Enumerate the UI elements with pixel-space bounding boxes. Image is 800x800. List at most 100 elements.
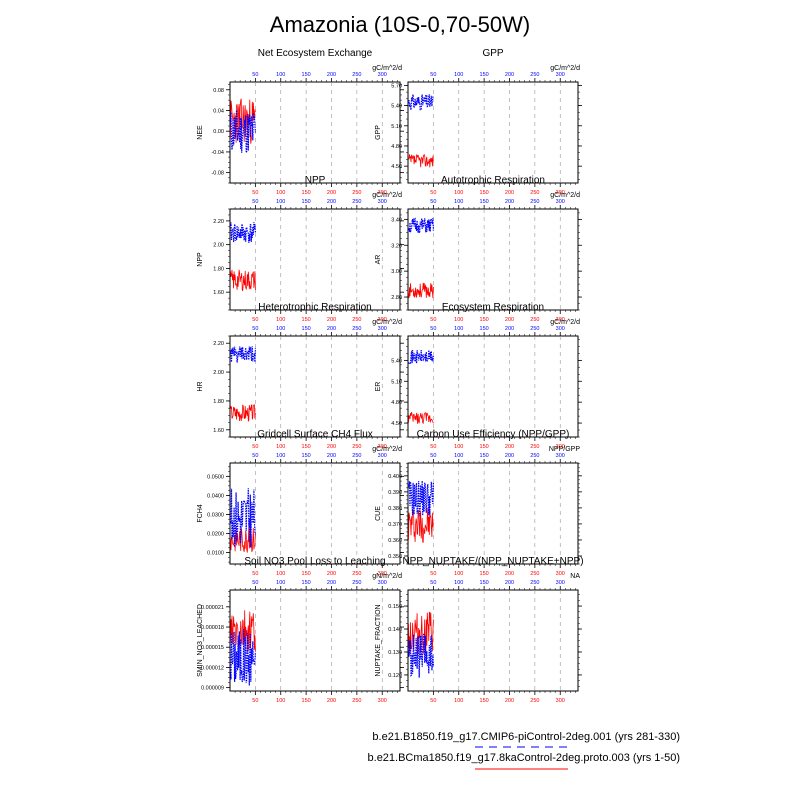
plot-frame: [407, 335, 579, 438]
y-tick-label: -0.04: [211, 150, 224, 156]
series-red-line: [230, 610, 256, 653]
y-tick-label: 0.140: [388, 627, 402, 633]
x-tick-label-top: 250: [352, 580, 361, 586]
x-tick-label-bottom: 250: [352, 571, 361, 577]
y-tick-label: 0.0300: [207, 512, 224, 518]
y-axis-label: NPP: [197, 252, 204, 267]
x-tick-label-top: 250: [530, 199, 539, 205]
series-blue-line: [229, 222, 256, 243]
y-axis-label: SMIN_NO3_LEACHED: [197, 604, 204, 677]
series-red-line: [230, 269, 256, 292]
y-tick-label: 0.00: [213, 129, 224, 135]
x-tick-label-top: 50: [252, 580, 258, 586]
y-axis-label: CUE: [375, 506, 382, 521]
x-tick-label-top: 200: [505, 453, 514, 459]
plot-frame: [407, 462, 579, 565]
y-axis-label: GPP: [375, 125, 382, 140]
x-tick-label-bottom: 50: [430, 190, 436, 196]
x-tick-label-top: 300: [556, 326, 565, 332]
y-tick-label: 2.00: [213, 370, 224, 376]
y-tick-label: -0.08: [211, 171, 224, 177]
x-tick-label-bottom: 150: [302, 317, 311, 323]
panel-title: NPP_NUPTAKE/(NPP_NUPTAKE+NPP): [402, 556, 583, 567]
y-tick-label: 0.08: [213, 88, 224, 94]
x-tick-label-bottom: 150: [302, 698, 311, 704]
x-tick-label-top: 150: [480, 326, 489, 332]
x-tick-label-top: 300: [378, 453, 387, 459]
x-tick-label-bottom: 250: [530, 444, 539, 450]
x-tick-label-top: 150: [480, 199, 489, 205]
y-tick-label: 0.370: [388, 522, 402, 528]
panel-6: Ecosystem Respiration gC/m^2/d 50 50 100 100 1…: [375, 302, 582, 450]
y-tick-label: 4.80: [391, 400, 402, 406]
x-tick-label-bottom: 150: [302, 444, 311, 450]
x-tick-label-top: 200: [505, 72, 514, 78]
y-tick-label: 0.0200: [207, 532, 224, 538]
x-tick-label-bottom: 300: [378, 571, 387, 577]
x-tick-label-bottom: 200: [327, 698, 336, 704]
x-tick-label-top: 100: [276, 326, 285, 332]
x-tick-label-bottom: 300: [378, 444, 387, 450]
x-tick-label-top: 150: [302, 199, 311, 205]
x-tick-label-bottom: 200: [327, 317, 336, 323]
x-tick-label-top: 150: [302, 72, 311, 78]
x-tick-label-bottom: 300: [556, 317, 565, 323]
y-tick-label: 3.40: [391, 217, 402, 223]
y-tick-label: 0.400: [388, 474, 402, 480]
x-tick-label-bottom: 150: [480, 190, 489, 196]
x-tick-label-top: 50: [252, 72, 258, 78]
panel-9: Soil NO3 Pool Loss to Leaching gN/m^2/d 50…: [197, 556, 404, 704]
panel-units: gN/m^2/d: [372, 573, 402, 580]
x-tick-label-top: 100: [276, 199, 285, 205]
x-tick-label-top: 200: [505, 580, 514, 586]
x-tick-label-bottom: 200: [505, 698, 514, 704]
x-tick-label-bottom: 100: [454, 190, 463, 196]
x-tick-label-top: 300: [378, 72, 387, 78]
panel-units: gC/m^2/d: [372, 319, 402, 326]
panel-title: Soil NO3 Pool Loss to Leaching: [244, 556, 385, 567]
x-tick-label-top: 200: [327, 72, 336, 78]
y-axis-label: ER: [375, 382, 382, 392]
y-tick-label: 0.000009: [201, 686, 224, 692]
x-tick-label-top: 200: [505, 199, 514, 205]
x-tick-label-top: 100: [454, 72, 463, 78]
y-tick-label: 0.360: [388, 538, 402, 544]
series-blue-line: [229, 628, 256, 686]
legend-entry-blue-label: b.e21.B1850.f19_g17.CMIP6-piControl-2deg…: [372, 731, 680, 743]
x-tick-label-bottom: 100: [454, 444, 463, 450]
panel-7: Gridcell Surface CH4 Flux gC/m^2/d 50 50 100…: [197, 429, 404, 577]
y-tick-label: 0.130: [388, 650, 402, 656]
x-tick-label-bottom: 250: [352, 698, 361, 704]
y-tick-label: 3.00: [391, 269, 402, 275]
x-tick-label-top: 100: [454, 326, 463, 332]
panels: Net Ecosystem Exchange gC/m^2/d 50 50 100 100…: [197, 48, 584, 704]
x-tick-label-bottom: 200: [327, 571, 336, 577]
x-tick-label-top: 200: [327, 580, 336, 586]
y-axis-label: FCH4: [197, 504, 204, 522]
plot-frame: [407, 208, 579, 311]
x-tick-label-bottom: 100: [454, 317, 463, 323]
y-tick-label: 4.50: [391, 164, 402, 170]
x-tick-label-bottom: 250: [530, 698, 539, 704]
x-tick-label-top: 300: [378, 199, 387, 205]
panel-2: GPP gC/m^2/d 50 50 100 100 150 150 200 200 250 250 3…: [375, 48, 582, 196]
y-tick-label: 5.10: [391, 379, 402, 385]
x-tick-label-top: 200: [505, 326, 514, 332]
x-tick-label-bottom: 50: [252, 444, 258, 450]
y-tick-label: 5.40: [391, 358, 402, 364]
x-tick-label-bottom: 150: [480, 317, 489, 323]
y-tick-label: 0.000015: [201, 645, 224, 651]
x-tick-label-top: 250: [352, 326, 361, 332]
panel-units: gC/m^2/d: [550, 65, 580, 72]
y-tick-label: 2.20: [213, 219, 224, 225]
series-blue-line: [407, 217, 434, 235]
figure-title: Amazonia (10S-0,70-50W): [270, 12, 530, 37]
panel-title: GPP: [482, 48, 503, 59]
x-tick-label-top: 50: [252, 199, 258, 205]
x-tick-label-bottom: 250: [530, 317, 539, 323]
y-tick-label: 0.000018: [201, 625, 224, 631]
legend-entry-red-label: b.e21.BCma1850.f19_g17.8kaControl-2deg.p…: [368, 752, 680, 764]
x-tick-label-bottom: 250: [352, 444, 361, 450]
y-tick-label: 0.000012: [201, 665, 224, 671]
